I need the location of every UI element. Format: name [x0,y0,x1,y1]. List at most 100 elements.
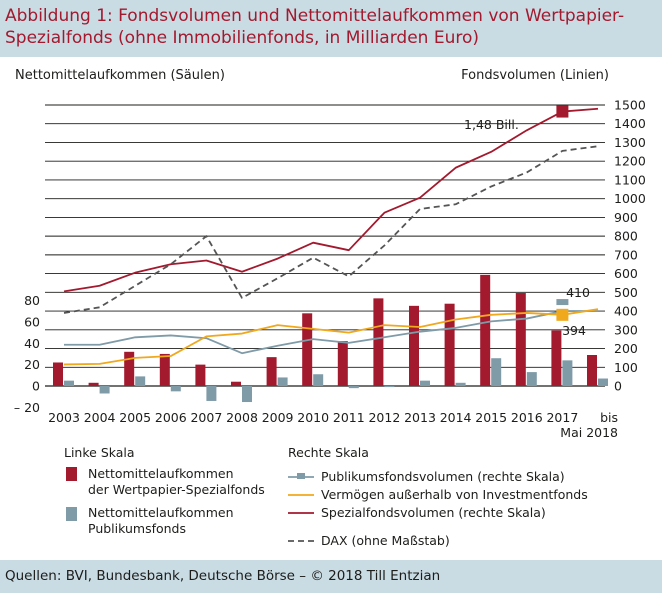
bar [444,303,455,386]
right-tick-label: 1100 [614,172,646,187]
bar [170,386,181,392]
x-tick-label: 2017 [546,410,578,425]
bar [373,298,384,386]
right-tick-label: 1000 [614,191,646,206]
bar [124,351,135,386]
legend-heading: Rechte Skala [288,445,369,460]
bar [526,372,537,386]
marker-square [556,299,569,306]
legend-label: Vermögen außerhalb von Investmentfonds [321,487,588,502]
bar [159,353,170,386]
bar [551,330,562,386]
bar [277,377,288,386]
right-tick-label: 900 [614,210,638,225]
right-tick-label: 100 [614,360,638,375]
left-tick-label: 20 [24,357,40,372]
bar [313,374,324,386]
bar [64,380,74,386]
bar [455,382,466,386]
x-tick-label: 2015 [475,410,507,425]
bar [587,355,597,386]
right-tick-label: 600 [614,266,638,281]
right-tick-label: 400 [614,304,638,319]
legend-heading: Linke Skala [64,445,135,460]
legend-label: Nettomittelaufkommen [88,505,234,520]
x-tick-label: Mai 2018 [560,425,618,440]
bar [88,382,99,386]
left-tick-label: – 20 [14,400,40,415]
right-tick-label: 500 [614,285,638,300]
x-tick-label: 2012 [368,410,400,425]
legend-line-marker [297,473,305,479]
bar [53,362,63,386]
legend-label: Nettomittelaufkommen [88,466,234,481]
right-tick-label: 700 [614,247,638,262]
bar [598,378,608,386]
bar [337,341,348,386]
bar [384,386,395,388]
left-tick-label: 40 [24,336,40,351]
right-tick-label: 1500 [614,98,646,113]
series-line [63,107,599,293]
bar [135,376,146,386]
bar [206,386,217,401]
marker-square [556,308,569,321]
x-tick-label: 2013 [404,410,436,425]
annotation-label: 394 [562,323,586,338]
left-tick-label: 80 [24,293,40,308]
bar [562,360,573,386]
bar [409,305,419,386]
annotation-label: 1,48 Bill. [464,117,519,132]
annotation-label: 410 [566,285,590,300]
right-tick-label: 1400 [614,116,646,131]
series-line [63,308,599,366]
bar [348,386,359,389]
x-tick-label: 2014 [440,410,472,425]
bar [515,293,526,386]
right-tick-label: 0 [614,379,622,394]
x-tick-label: 2009 [262,410,294,425]
bar [231,381,241,386]
bar [99,386,110,394]
x-tick-label: 2008 [226,410,258,425]
bar [480,274,491,386]
legend-label: der Wertpapier-Spezialfonds [88,482,265,497]
left-tick-label: 0 [32,379,40,394]
legend-swatch [66,467,77,481]
left-axis-title: Nettomittelaufkommen (Säulen) [15,68,225,83]
right-tick-label: 1200 [614,154,646,169]
legend-label: Publikumsfonds [88,521,186,536]
right-tick-label: 300 [614,322,638,337]
legend-label: Publikumsfondsvolumen (rechte Skala) [321,469,565,484]
bar [266,357,277,386]
x-tick-label: 2003 [48,410,80,425]
chart-panel: Nettomittelaufkommen (Säulen) Fondsvolume… [0,57,662,560]
legend-swatch [66,507,77,521]
x-tick-label: 2005 [119,410,151,425]
x-tick-label: 2007 [190,410,222,425]
right-tick-label: 800 [614,229,638,244]
bar [242,386,252,403]
series-line [64,310,598,355]
legend-label: DAX (ohne Maßstab) [321,533,450,548]
x-tick-label: 2016 [511,410,543,425]
chart-svg: Nettomittelaufkommen (Säulen) Fondsvolume… [14,68,646,548]
x-tick-label: 2006 [155,410,187,425]
chart-title: Abbildung 1: Fondsvolumen und Nettomitte… [5,6,625,48]
legend-label: Spezialfondsvolumen (rechte Skala) [321,505,546,520]
series-line [63,145,599,314]
source-note: Quellen: BVI, Bundesbank, Deutsche Börse… [5,568,441,584]
left-tick-label: 60 [24,314,40,329]
right-tick-label: 200 [614,341,638,356]
marker-square [556,105,569,118]
bar [491,358,502,386]
x-tick-label: 2004 [84,410,116,425]
right-tick-label: 1300 [614,135,646,150]
x-tick-label: 2010 [297,410,329,425]
x-tick-label: 2011 [333,410,365,425]
right-axis-title: Fondsvolumen (Linien) [461,68,609,83]
bar [302,313,313,386]
bar [420,380,430,386]
x-tick-label: bis [600,410,618,425]
bar [195,364,206,386]
